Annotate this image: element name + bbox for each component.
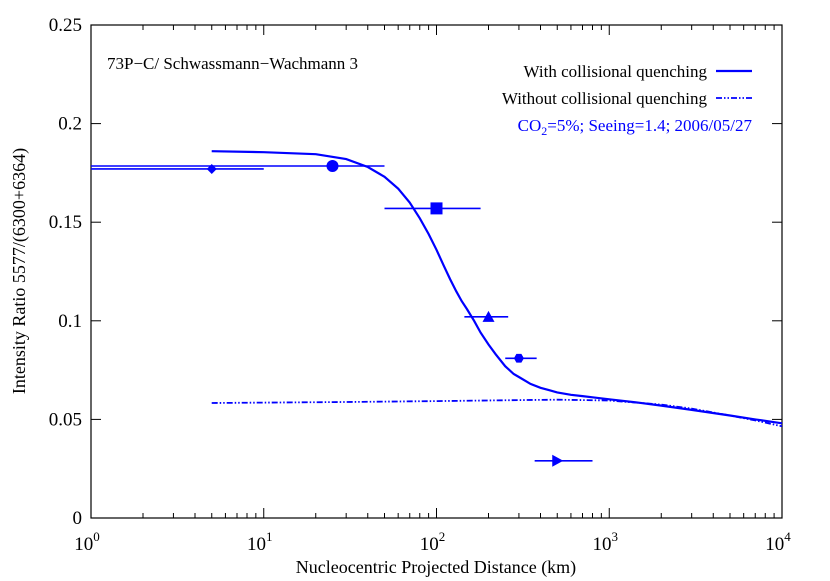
- x-axis-label: Nucleocentric Projected Distance (km): [296, 557, 576, 578]
- y-tick-label: 0.25: [49, 15, 82, 36]
- legend-label-with-quenching: With collisional quenching: [524, 62, 708, 81]
- x-tick-label: 102: [420, 529, 446, 555]
- point-hexagon: [513, 353, 524, 363]
- series-line-with-quenching: [211, 150, 783, 425]
- point-triangle-up: [482, 310, 495, 322]
- y-tick-label: 0.15: [49, 212, 82, 233]
- x-tick-label: 101: [247, 529, 273, 555]
- series-line-without-quenching: [211, 398, 783, 428]
- point-circle: [326, 159, 339, 172]
- y-tick-label: 0.1: [58, 311, 82, 332]
- y-tick-label: 0.05: [49, 409, 82, 430]
- point-square: [430, 202, 443, 215]
- data-points: [91, 159, 593, 467]
- y-tick-label: 0: [73, 508, 83, 529]
- y-axis-label: Intensity Ratio 5577/(6300+6364): [9, 148, 30, 394]
- legend-note: CO2=5%; Seeing=1.4; 2006/05/27: [518, 116, 753, 138]
- y-tick-label: 0.2: [58, 114, 82, 135]
- x-tick-label: 103: [593, 529, 619, 555]
- point-triangle-right: [552, 454, 564, 467]
- x-tick-label: 100: [74, 529, 100, 555]
- chart-title: 73P−C/ Schwassmann−Wachmann 3: [107, 54, 358, 73]
- axis-ticks: 0 0.05 0.1 0.15 0.2 0.25 100 101 102 103 104: [49, 15, 792, 555]
- legend-label-without-quenching: Without collisional quenching: [502, 89, 708, 108]
- x-tick-label: 104: [765, 529, 791, 555]
- model-curves: [211, 150, 783, 428]
